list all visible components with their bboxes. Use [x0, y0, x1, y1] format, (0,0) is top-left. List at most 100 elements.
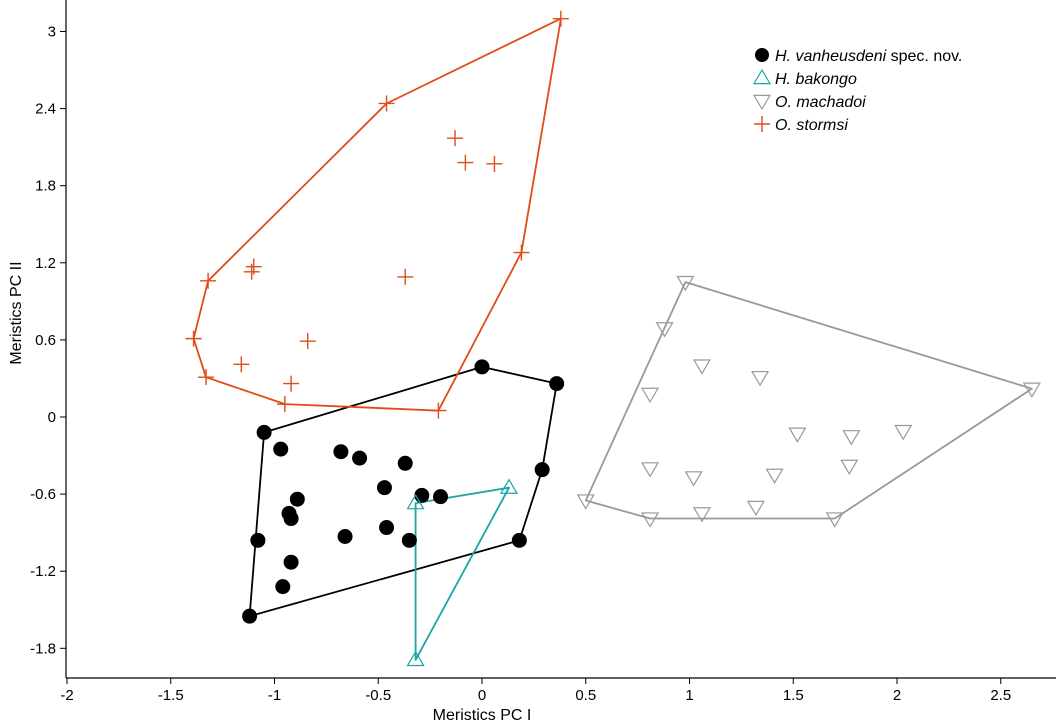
y-tick-label: 0.6 — [35, 332, 56, 349]
y-ticks: -1.8 -1.2 -0.6 0 0.6 1.2 1.8 2.4 3 — [30, 24, 66, 657]
point-series-3-8 — [243, 263, 260, 280]
point-series-3-1 — [378, 95, 395, 112]
x-tick-label: -1.5 — [158, 687, 184, 704]
x-tick-label: 2 — [893, 687, 901, 704]
point-series-0-11 — [250, 532, 266, 548]
legend-species-name: O. stormsi — [775, 117, 848, 134]
point-series-2-11 — [765, 468, 784, 485]
point-series-0-15 — [283, 554, 299, 570]
point-series-0-19 — [549, 376, 565, 392]
point-series-2-17 — [825, 512, 844, 528]
legend-species-name: H. bakongo — [775, 71, 857, 88]
point-series-1-2 — [406, 650, 425, 667]
point-series-0-17 — [242, 608, 258, 624]
point-series-3-15 — [276, 396, 293, 413]
point-series-2-3 — [751, 370, 770, 387]
point-series-2-16 — [746, 500, 765, 517]
point-series-2-5 — [1022, 382, 1041, 398]
point-series-3-2 — [447, 130, 464, 147]
point-series-2-8 — [894, 424, 913, 441]
legend-label-2: O. machadoi — [775, 94, 866, 111]
point-series-0-2 — [333, 444, 349, 460]
x-tick-label: 2.5 — [990, 687, 1011, 704]
y-tick-label: 0 — [48, 409, 56, 426]
legend-species-name: H. vanheusdeni — [775, 48, 887, 65]
point-series-3-14 — [283, 375, 300, 392]
point-series-0-5 — [289, 491, 305, 507]
point-series-0-13 — [379, 520, 395, 536]
point-series-0-7 — [414, 487, 430, 503]
legend-species-name: O. machadoi — [775, 94, 866, 111]
point-series-0-20 — [534, 462, 550, 478]
point-series-3-10 — [185, 330, 202, 347]
point-series-0-10 — [283, 511, 299, 527]
point-series-0-16 — [275, 579, 291, 595]
point-series-0-21 — [511, 532, 527, 548]
point-series-3-11 — [233, 356, 250, 373]
x-tick-label: -1 — [268, 687, 281, 704]
legend: H. vanheusdeni spec. nov. H. bakongo O. ma… — [752, 48, 962, 134]
legend-marker-2 — [752, 94, 772, 111]
point-series-3-6 — [200, 272, 217, 289]
point-series-2-0 — [676, 275, 695, 292]
point-series-0-1 — [273, 441, 289, 457]
point-layer — [185, 10, 1041, 667]
x-tick-label: 1 — [685, 687, 693, 704]
hull-layer — [192, 17, 1033, 661]
point-series-1-1 — [499, 478, 519, 494]
point-series-0-3 — [352, 450, 368, 466]
y-tick-label: -1.8 — [30, 640, 56, 657]
hull-series-1 — [414, 486, 510, 661]
x-tick-label: 1.5 — [783, 687, 804, 704]
point-series-3-9 — [397, 268, 414, 285]
point-series-3-4 — [486, 155, 503, 172]
y-axis-title: Meristics PC II — [8, 261, 25, 364]
point-series-2-10 — [684, 471, 703, 487]
point-series-0-18 — [474, 359, 490, 375]
point-series-3-0 — [552, 10, 569, 27]
point-series-3-3 — [457, 154, 474, 171]
point-series-3-5 — [513, 244, 530, 261]
point-series-0-0 — [256, 424, 272, 440]
x-tick-label: -0.5 — [365, 687, 391, 704]
legend-suffix: spec. nov. — [886, 48, 962, 65]
legend-marker-1 — [752, 68, 772, 85]
point-series-2-1 — [655, 322, 674, 338]
x-tick-label: 0 — [478, 687, 486, 704]
point-series-2-9 — [641, 462, 660, 478]
x-ticks: -2 -1.5 -1 -0.5 0 0.5 1 1.5 2 2.5 — [60, 678, 1011, 704]
point-series-3-12 — [299, 333, 316, 350]
y-tick-label: 1.2 — [35, 255, 56, 272]
point-series-2-4 — [641, 387, 660, 404]
point-series-0-12 — [337, 529, 353, 545]
y-tick-label: -0.6 — [30, 486, 56, 503]
point-series-2-13 — [576, 494, 595, 510]
legend-label-3: O. stormsi — [775, 117, 848, 134]
point-series-2-7 — [842, 430, 861, 446]
point-series-2-6 — [788, 427, 807, 443]
x-tick-label: 0.5 — [575, 687, 596, 704]
point-series-2-12 — [840, 459, 859, 476]
x-tick-label: -2 — [60, 687, 73, 704]
y-tick-label: -1.2 — [30, 563, 56, 580]
hull-series-2 — [584, 281, 1033, 520]
legend-label-1: H. bakongo — [775, 71, 857, 88]
point-series-0-4 — [397, 455, 413, 471]
point-series-3-16 — [430, 402, 447, 419]
hull-series-3 — [192, 17, 562, 412]
point-series-0-14 — [401, 532, 417, 548]
y-tick-label: 2.4 — [35, 101, 56, 118]
y-tick-label: 3 — [48, 24, 56, 41]
point-series-2-2 — [692, 359, 711, 375]
legend-marker-0 — [755, 48, 769, 62]
x-axis-title: Meristics PC I — [433, 707, 532, 724]
point-series-0-8 — [433, 489, 448, 505]
point-series-1-0 — [406, 493, 425, 510]
point-series-2-14 — [641, 512, 660, 528]
axes-layer — [65, 0, 1056, 679]
legend-marker-3 — [754, 116, 770, 132]
y-tick-label: 1.8 — [35, 178, 56, 195]
point-series-2-15 — [692, 507, 711, 523]
point-series-0-6 — [376, 480, 392, 496]
